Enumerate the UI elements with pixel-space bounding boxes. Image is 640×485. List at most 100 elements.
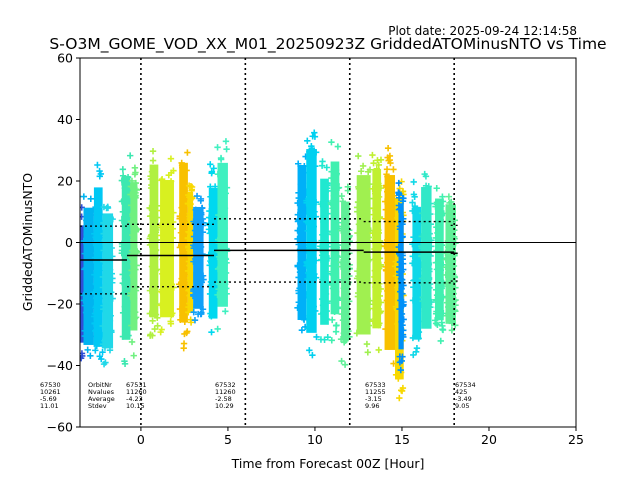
data-point bbox=[341, 297, 348, 304]
data-point bbox=[306, 233, 314, 240]
data-point bbox=[422, 222, 429, 229]
data-point bbox=[382, 206, 390, 213]
data-point bbox=[400, 316, 407, 323]
data-point bbox=[399, 331, 407, 339]
data-point bbox=[312, 162, 319, 170]
data-point bbox=[357, 168, 365, 175]
data-point bbox=[354, 293, 362, 300]
data-point bbox=[421, 213, 428, 220]
data-point bbox=[427, 200, 434, 207]
data-point bbox=[179, 312, 186, 319]
data-point bbox=[198, 211, 205, 218]
data-point bbox=[331, 185, 339, 192]
data-point bbox=[187, 319, 195, 326]
data-point bbox=[191, 285, 198, 292]
stat-orbit-67534: 67534 bbox=[455, 381, 476, 389]
data-point bbox=[397, 205, 404, 212]
data-point bbox=[444, 237, 452, 245]
data-point bbox=[294, 235, 301, 243]
data-point bbox=[364, 306, 371, 314]
data-point bbox=[130, 352, 137, 359]
data-point bbox=[332, 270, 340, 277]
data-point bbox=[167, 155, 175, 162]
data-point bbox=[91, 320, 98, 327]
stat-average-67532: -2.58 bbox=[215, 395, 232, 403]
data-point bbox=[445, 236, 453, 244]
data-point bbox=[329, 271, 336, 279]
data-point bbox=[334, 296, 342, 304]
data-point bbox=[86, 261, 94, 268]
data-point bbox=[126, 152, 134, 159]
data-point bbox=[109, 253, 116, 260]
data-point bbox=[96, 167, 103, 175]
data-point bbox=[99, 273, 107, 281]
data-point bbox=[422, 182, 430, 190]
data-point bbox=[221, 285, 228, 292]
data-point bbox=[398, 357, 405, 365]
data-point bbox=[298, 172, 305, 179]
data-point bbox=[385, 189, 393, 196]
data-point bbox=[421, 261, 428, 268]
data-point bbox=[376, 280, 383, 287]
data-point bbox=[395, 194, 403, 201]
data-point bbox=[96, 234, 104, 241]
data-point bbox=[369, 185, 376, 192]
data-point bbox=[210, 304, 217, 311]
data-point bbox=[92, 304, 99, 311]
plot-date: Plot date: 2025-09-24 12:14:58 bbox=[388, 24, 577, 38]
y-axis-label: GriddedATOMinusNTO bbox=[20, 173, 35, 311]
y-tick-label: 40 bbox=[57, 112, 73, 127]
data-point bbox=[412, 299, 420, 306]
data-point bbox=[375, 265, 383, 272]
stat-average-67530: -5.69 bbox=[40, 395, 57, 403]
data-point bbox=[340, 304, 347, 312]
data-point bbox=[80, 321, 85, 328]
data-point bbox=[376, 309, 384, 317]
data-point bbox=[297, 181, 304, 188]
data-point bbox=[95, 251, 102, 259]
data-point bbox=[354, 208, 361, 215]
data-point bbox=[371, 273, 378, 281]
data-point bbox=[294, 227, 301, 234]
data-point bbox=[355, 238, 363, 246]
data-point bbox=[180, 263, 187, 271]
data-point bbox=[168, 311, 175, 319]
data-point bbox=[295, 274, 302, 281]
data-point bbox=[420, 230, 428, 238]
data-point bbox=[398, 285, 405, 293]
data-point bbox=[308, 142, 315, 150]
data-point bbox=[328, 262, 335, 270]
data-point bbox=[338, 227, 345, 234]
data-point bbox=[118, 247, 126, 254]
data-point bbox=[87, 352, 94, 359]
data-point bbox=[149, 147, 157, 155]
data-point bbox=[364, 349, 372, 356]
y-tick-label: −20 bbox=[47, 297, 73, 312]
data-point bbox=[307, 256, 314, 264]
data-point bbox=[193, 235, 200, 243]
data-point bbox=[360, 292, 368, 299]
data-point bbox=[426, 230, 433, 237]
data-point bbox=[154, 214, 161, 221]
data-point bbox=[199, 272, 207, 279]
data-point bbox=[194, 310, 202, 318]
data-point bbox=[129, 260, 137, 268]
data-point bbox=[83, 217, 90, 224]
data-point bbox=[319, 295, 326, 303]
data-point bbox=[199, 250, 206, 258]
data-point bbox=[409, 253, 417, 260]
data-point bbox=[363, 316, 370, 324]
data-point bbox=[91, 230, 98, 237]
data-point bbox=[131, 220, 138, 227]
stat-orbit-67531: 67531 bbox=[126, 381, 147, 389]
stat-stdev-67532: 10.29 bbox=[215, 402, 234, 410]
data-point bbox=[443, 280, 451, 288]
data-point bbox=[359, 270, 366, 277]
data-point bbox=[296, 269, 304, 276]
data-point bbox=[343, 289, 351, 296]
data-point bbox=[322, 315, 329, 323]
data-point bbox=[83, 306, 91, 313]
data-point bbox=[333, 171, 340, 179]
data-point bbox=[127, 191, 134, 198]
data-point bbox=[119, 279, 126, 287]
